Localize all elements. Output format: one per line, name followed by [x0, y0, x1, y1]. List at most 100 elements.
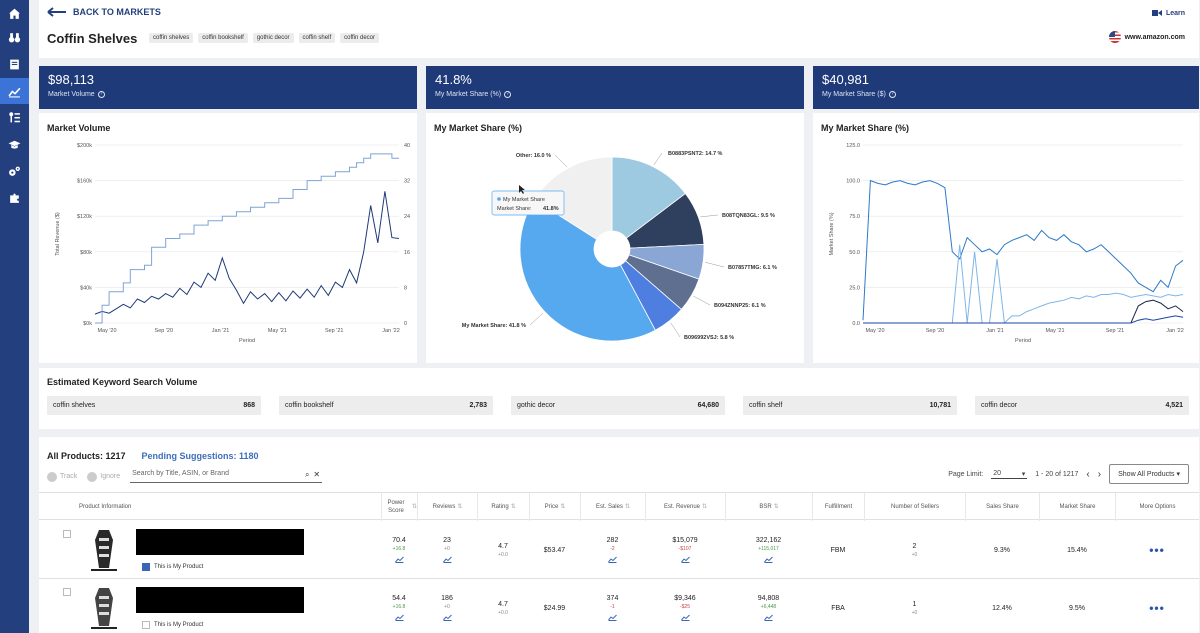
filter-icon[interactable]: [0, 104, 29, 130]
prev-page-icon[interactable]: ‹: [1086, 468, 1090, 480]
graduation-icon[interactable]: [0, 131, 29, 157]
y-tick-label: 50.0: [849, 250, 860, 256]
column-header[interactable]: Rating ⇅: [477, 493, 529, 521]
more-options-button[interactable]: •••: [1115, 521, 1199, 579]
column-header[interactable]: Power Score ⇅: [381, 493, 417, 521]
row-select-checkbox[interactable]: [63, 588, 71, 596]
help-icon[interactable]: ?: [888, 91, 896, 98]
cell-value: 4.7: [498, 600, 508, 608]
my-product-toggle[interactable]: This is My Product: [142, 621, 203, 629]
trend-chart-icon[interactable]: [680, 614, 690, 621]
learn-button[interactable]: Learn: [1151, 9, 1185, 17]
product-thumbnail[interactable]: [87, 586, 121, 630]
binoculars-icon[interactable]: [0, 24, 29, 50]
table-cell: 94,808 +6,448: [725, 579, 812, 633]
sort-icon[interactable]: ⇅: [702, 504, 708, 510]
pie-slice[interactable]: [519, 199, 656, 342]
tooltip-value: 41.8%: [543, 206, 559, 212]
market-volume-chart-panel: Market Volume $0k $40k $80k $120k $160k $200k…: [39, 113, 417, 363]
trend-chart-icon[interactable]: [608, 614, 617, 621]
tab-pending-suggestions[interactable]: Pending Suggestions: 1180: [141, 451, 259, 461]
x-tick-label: May '21: [1045, 328, 1064, 334]
column-header[interactable]: Fulfillment: [812, 493, 864, 521]
more-options-icon[interactable]: •••: [1149, 543, 1165, 557]
tooltip-title: My Market Share: [503, 197, 545, 203]
page-limit-select[interactable]: 20 ▾: [991, 470, 1028, 479]
column-header[interactable]: Price ⇅: [529, 493, 580, 521]
trend-chart-icon[interactable]: [680, 556, 690, 563]
y-tick-label: $120k: [77, 214, 92, 220]
sort-icon[interactable]: ⇅: [457, 504, 463, 510]
x-tick-label: May '20: [865, 328, 884, 334]
close-icon[interactable]: ✕: [313, 470, 321, 479]
keyword-volume: 2,783: [469, 402, 487, 409]
keyword-volume-item: coffin shelves 868: [47, 396, 261, 415]
column-header[interactable]: Product Information: [39, 493, 381, 521]
column-header[interactable]: BSR ⇅: [725, 493, 812, 521]
next-page-icon[interactable]: ›: [1097, 468, 1102, 480]
column-header[interactable]: More Options: [1115, 493, 1199, 521]
column-header[interactable]: Est. Sales ⇅: [580, 493, 645, 521]
pie-slice-label: Other: 16.0 %: [516, 153, 551, 159]
product-thumbnail[interactable]: [87, 528, 121, 572]
market-header: BACK TO MARKETS Coffin Shelves coffin sh…: [39, 0, 1199, 58]
x-tick-label: Sep '21: [1106, 328, 1124, 334]
show-all-label: Show All Products: [1118, 471, 1175, 478]
puzzle-icon[interactable]: [0, 184, 29, 210]
x-tick-label: Sep '21: [325, 328, 343, 334]
product-search-input[interactable]: Search by Title, ASIN, or Brand ⌕ ✕: [130, 470, 323, 483]
help-icon[interactable]: ?: [504, 91, 512, 98]
my-product-toggle[interactable]: This is My Product: [142, 563, 203, 571]
my-product-checkbox[interactable]: [142, 621, 150, 629]
more-options-icon[interactable]: •••: [1149, 601, 1165, 615]
pie-slice[interactable]: [533, 156, 613, 240]
keyword-tag: coffin shelf: [298, 33, 336, 43]
my-product-checkbox[interactable]: [142, 563, 150, 571]
pie-label-connector: [554, 154, 567, 167]
market-volume-chart: $0k$40k$80k$120k$160k$200k0816243240Trac…: [55, 143, 410, 344]
trend-chart-icon[interactable]: [764, 556, 773, 563]
show-all-products-dropdown[interactable]: Show All Products ▾: [1109, 464, 1189, 484]
sort-icon[interactable]: ⇅: [773, 504, 779, 510]
column-header[interactable]: Sales Share: [965, 493, 1039, 521]
row-select-checkbox[interactable]: [63, 530, 71, 538]
kpi-label: Market Volume: [48, 91, 95, 98]
cell-value: 9.5%: [1069, 604, 1085, 612]
y-axis-label: Market Share (%): [829, 212, 835, 255]
help-icon[interactable]: ?: [97, 91, 105, 98]
sort-icon[interactable]: ⇅: [624, 504, 631, 510]
home-icon[interactable]: [0, 0, 29, 26]
column-header[interactable]: Number of Sellers: [864, 493, 965, 521]
trend-chart-icon[interactable]: [442, 614, 452, 621]
trend-chart-icon[interactable]: [394, 614, 404, 621]
sort-icon[interactable]: ⇅: [411, 504, 417, 510]
column-header-label: Sales Share: [986, 504, 1019, 510]
market-share-pie-panel: My Market Share (%) B0883PSNT2: 14.7 % B0…: [426, 113, 804, 363]
chart-icon[interactable]: [0, 78, 29, 104]
trend-chart-icon[interactable]: [608, 556, 617, 563]
trend-chart-icon[interactable]: [394, 556, 404, 563]
kpi-value: 41.8%: [435, 72, 472, 87]
gears-icon[interactable]: [0, 158, 29, 184]
trend-chart-icon[interactable]: [442, 556, 452, 563]
trend-chart-icon[interactable]: [764, 614, 773, 621]
search-icon[interactable]: ⌕: [305, 470, 310, 479]
table-cell: $9,346 -$25: [645, 579, 725, 633]
column-header[interactable]: Market Share: [1039, 493, 1115, 521]
y-tick-label: 75.0: [849, 214, 860, 220]
book-icon[interactable]: [0, 51, 29, 77]
table-cell: $15,079 -$107: [645, 521, 725, 579]
column-header[interactable]: Reviews ⇅: [417, 493, 477, 521]
pie-slice[interactable]: [611, 156, 686, 239]
track-button[interactable]: Track: [47, 471, 77, 482]
sort-icon[interactable]: ⇅: [560, 504, 566, 510]
column-header[interactable]: Est. Revenue ⇅: [645, 493, 725, 521]
sort-icon[interactable]: ⇅: [510, 504, 516, 510]
series-line-1: [95, 153, 399, 324]
back-to-markets-link[interactable]: BACK TO MARKETS: [47, 7, 161, 17]
more-options-button[interactable]: •••: [1115, 579, 1199, 633]
tab-all-products[interactable]: All Products: 1217: [47, 451, 126, 461]
cell-change: +16.8: [392, 604, 406, 610]
kpi-label: My Market Share (%): [435, 91, 502, 98]
ignore-button[interactable]: Ignore: [87, 471, 120, 482]
